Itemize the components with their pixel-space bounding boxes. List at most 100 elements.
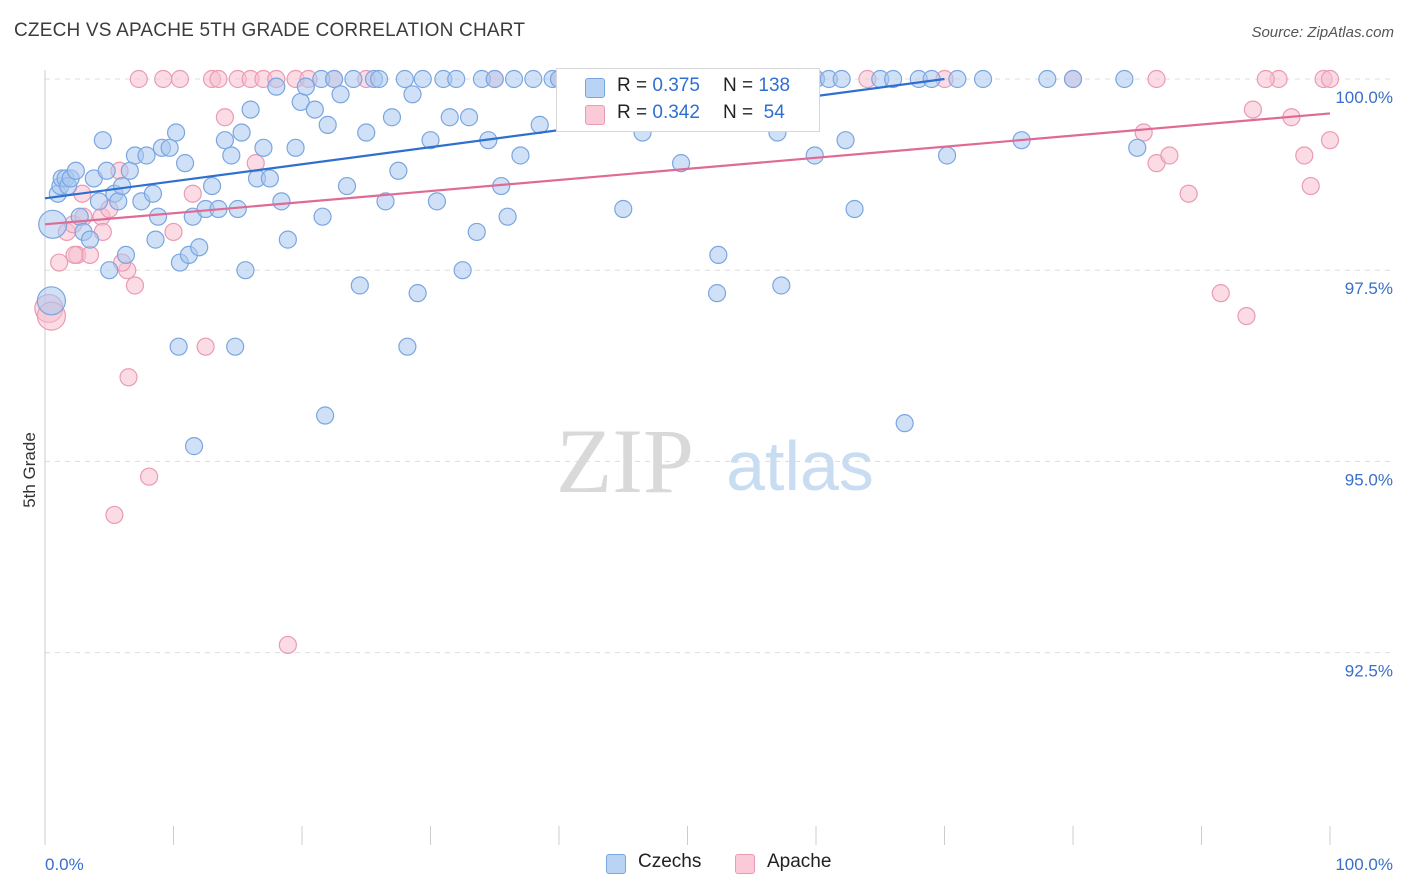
apache-swatch [585, 105, 605, 125]
czechs-point [190, 238, 209, 257]
czechs-point [137, 146, 156, 165]
czechs-point [440, 108, 459, 127]
czechs-point [226, 337, 245, 356]
czechs-point [467, 222, 486, 242]
watermark-atlas: atlas [726, 427, 874, 505]
apache-point [80, 245, 100, 265]
czechs-point [109, 192, 128, 211]
y-tick-label: 97.5% [1345, 279, 1393, 298]
czechs-legend-label: Czechs [638, 851, 702, 872]
czechs-point [215, 131, 234, 150]
czechs-point [389, 161, 408, 180]
czechs-point [175, 154, 195, 173]
czechs-point [845, 199, 864, 219]
czechs-point [313, 207, 332, 226]
czechs-point [316, 406, 335, 425]
czechs-point [241, 100, 260, 119]
czechs-point [427, 192, 447, 211]
apache-r: R = 0.342 [617, 102, 700, 123]
czechs-point [413, 69, 432, 89]
apache-point [154, 69, 173, 89]
czechs-r: R = 0.375 [617, 75, 700, 96]
stats-legend: R = 0.375 N = 138 R = 0.342 N = 54 [556, 68, 820, 132]
x-tick-label-min: 0.0% [45, 855, 84, 874]
czechs-point [169, 337, 188, 356]
czechs-point [146, 230, 165, 249]
czechs-point [278, 230, 297, 249]
apache-point [1243, 100, 1263, 119]
czechs-point [511, 146, 530, 165]
czechs-point [184, 437, 204, 456]
czechs-legend-swatch [606, 854, 626, 874]
tick-labels: 92.5% 95.0% 97.5% 100.0% 0.0% 100.0% [45, 88, 1393, 874]
y-tick-label: 100.0% [1335, 88, 1393, 107]
apache-point [1320, 131, 1340, 150]
czechs-point [100, 261, 119, 280]
apache-point [1160, 146, 1179, 165]
czechs-point [267, 77, 286, 96]
czechs-point [421, 131, 440, 150]
czechs-point [260, 169, 279, 188]
y-tick-label: 95.0% [1345, 470, 1393, 489]
czechs-point [166, 123, 186, 142]
czechs-point [112, 176, 132, 196]
czechs-point [485, 69, 504, 89]
czechs-point [80, 230, 100, 249]
czechs-point [403, 85, 422, 104]
apache-point [1320, 69, 1340, 89]
czechs-point [1128, 138, 1147, 157]
czechs-point [331, 85, 350, 104]
apache-point [65, 245, 84, 265]
czechs-point [447, 69, 466, 89]
czechs-point [120, 161, 139, 180]
apache-point [1147, 69, 1166, 89]
czechs-point [973, 69, 993, 89]
czechs-swatch [585, 78, 605, 98]
czechs-point [709, 245, 728, 265]
czechs-point [671, 154, 691, 173]
czechs-point [254, 138, 273, 157]
czechs-point [160, 138, 179, 157]
czechs-point [453, 261, 472, 280]
apache-point [278, 635, 297, 655]
apache-point [1211, 284, 1230, 303]
czechs-point [236, 261, 255, 280]
apache-point [209, 69, 228, 89]
watermark-zip: ZIP [556, 410, 694, 512]
czechs-point [883, 69, 903, 89]
czechs-point [325, 69, 344, 89]
axes [44, 70, 1331, 845]
apache-point [1179, 184, 1198, 203]
czechs-point [524, 69, 543, 89]
apache-point [1256, 69, 1275, 89]
czechs-point [286, 138, 305, 157]
czechs-point [357, 123, 376, 142]
czechs-point [614, 199, 633, 219]
czechs-point [89, 192, 109, 211]
apache-point [129, 69, 148, 89]
czechs-point [305, 100, 324, 119]
czechs-point [459, 108, 479, 127]
czechs-point [895, 414, 914, 433]
czechs-point [222, 146, 241, 165]
apache-legend-label: Apache [767, 851, 832, 872]
apache-point [164, 222, 183, 242]
czechs-point [805, 146, 824, 165]
czechs-point [370, 69, 389, 89]
czechs-point [97, 161, 116, 180]
czechs-point [344, 69, 363, 89]
czechs-point [232, 123, 251, 142]
czechs-point [66, 161, 85, 180]
czechs-point [272, 192, 291, 211]
y-tick-label: 92.5% [1345, 662, 1393, 681]
apache-point [125, 276, 145, 295]
apache-point [215, 108, 234, 127]
apache-point [1301, 176, 1320, 196]
apache-point [119, 368, 138, 387]
czechs-point [772, 276, 791, 295]
apache-point [1237, 306, 1256, 326]
czechs-point [376, 192, 395, 211]
source-label: Source: ZipAtlas.com [1251, 24, 1394, 41]
czechs-point [937, 146, 957, 165]
czechs-point [382, 108, 402, 127]
